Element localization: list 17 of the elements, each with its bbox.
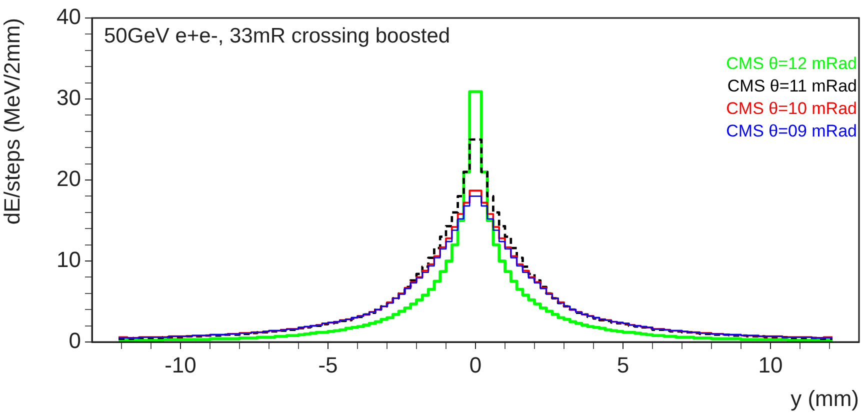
y-tick-label: 30 bbox=[56, 85, 81, 110]
y-tick-label: 20 bbox=[56, 166, 81, 192]
text: CMS θ=12 mRad bbox=[726, 54, 857, 74]
x-tick-label: -10 bbox=[164, 352, 196, 378]
x-tick-label: 0 bbox=[469, 352, 482, 378]
chart-title: 50GeV e+e-, 33mR crossing boosted bbox=[104, 24, 450, 48]
y-axis-title: dE/steps (MeV/2mm) bbox=[0, 18, 24, 225]
text: CMS θ=09 mRad bbox=[726, 122, 857, 141]
y-tick-label: 10 bbox=[56, 247, 81, 272]
y-tick-label: 40 bbox=[56, 4, 81, 30]
y-tick-label: 0 bbox=[68, 328, 81, 354]
x-axis-title: y (mm) bbox=[790, 386, 859, 411]
text: CMS θ=11 mRad bbox=[727, 76, 857, 96]
text: CMS θ=10 mRad bbox=[726, 99, 857, 118]
x-tick-label: 5 bbox=[616, 352, 630, 378]
x-tick-label: 10 bbox=[758, 352, 783, 378]
x-tick-label: -5 bbox=[318, 352, 338, 378]
